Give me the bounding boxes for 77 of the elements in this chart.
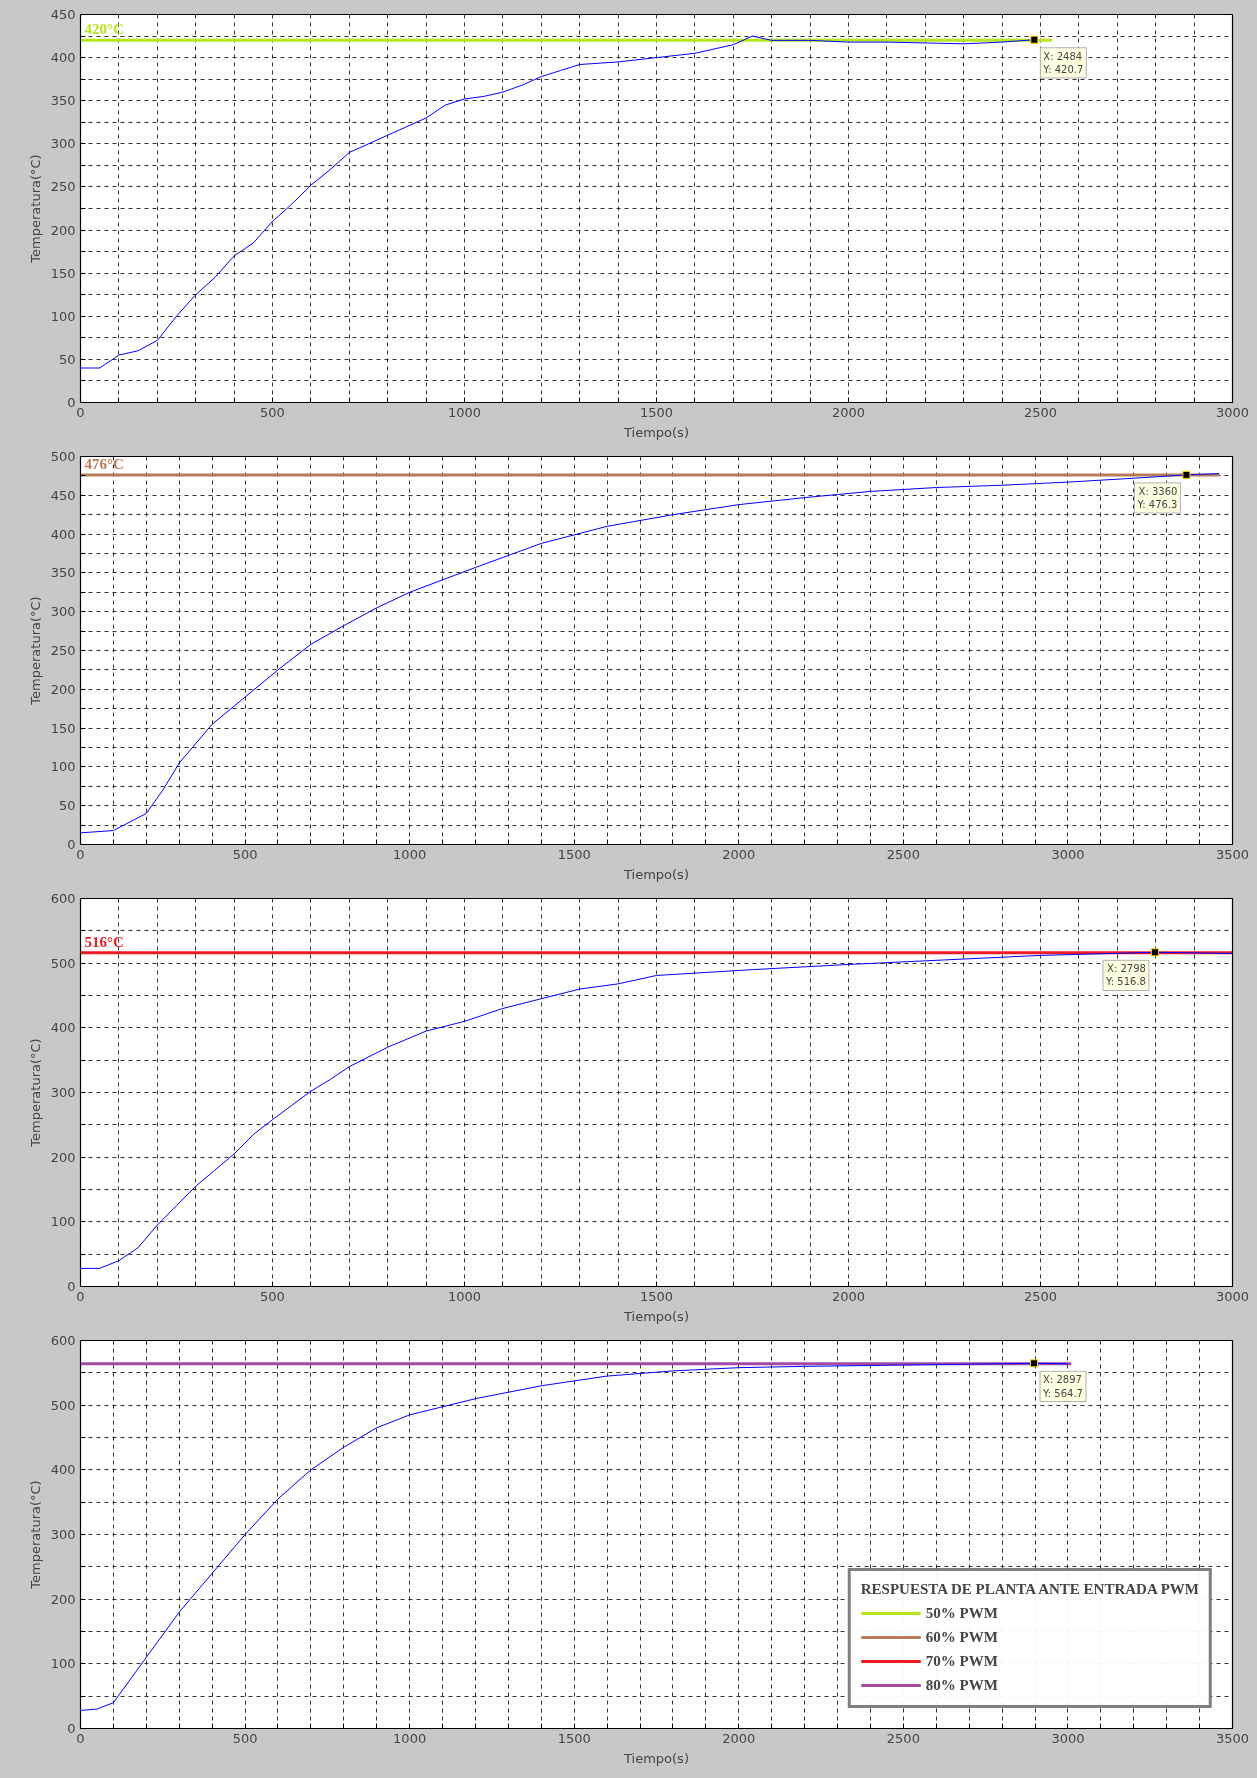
y-tick-label: 300 xyxy=(50,604,76,620)
y-tick-label: 500 xyxy=(50,449,76,464)
series-label: 420°C xyxy=(84,21,124,38)
y-axis-title: Temperatura(°C) xyxy=(27,596,43,706)
y-tick-label: 400 xyxy=(50,50,76,66)
y-tick-label: 400 xyxy=(50,1020,76,1036)
y-tick-label: 100 xyxy=(50,1214,76,1230)
y-tick-label: 600 xyxy=(50,891,76,906)
y-tick-label: 400 xyxy=(50,526,76,542)
x-tick-label: 1000 xyxy=(393,846,427,862)
legend-label: 50% PWM xyxy=(925,1604,998,1622)
y-tick-label: 250 xyxy=(50,643,76,658)
x-tick-label: 2000 xyxy=(831,404,866,420)
y-tick-label: 150 xyxy=(50,265,76,281)
x-tick-label: 3000 xyxy=(1215,1288,1250,1304)
x-axis-title: Tiempo(s) xyxy=(623,1750,689,1766)
y-tick-label: 600 xyxy=(50,1333,76,1348)
y-tick-label: 200 xyxy=(50,1591,76,1607)
x-tick-label: 2500 xyxy=(1023,404,1058,420)
y-tick-label: 200 xyxy=(50,681,76,697)
y-tick-label: 100 xyxy=(50,1656,76,1672)
legend-title: RESPUESTA DE PLANTA ANTE ENTRADA PWM xyxy=(860,1581,1199,1598)
y-tick-label: 200 xyxy=(50,222,76,238)
x-tick-label: 2500 xyxy=(886,1730,920,1746)
annotation: X: 2798 Y: 516.8 xyxy=(1104,963,1146,988)
x-tick-label: 1500 xyxy=(557,846,591,862)
x-tick-label: 2000 xyxy=(722,846,756,862)
x-tick-label: 2500 xyxy=(886,846,920,862)
x-axis-title: Tiempo(s) xyxy=(623,866,689,882)
x-axis-title: Tiempo(s) xyxy=(623,424,689,440)
x-tick-label: 500 xyxy=(260,1288,285,1304)
x-tick-label: 3000 xyxy=(1051,846,1085,862)
x-tick-label: 3000 xyxy=(1051,1730,1085,1746)
y-tick-label: 100 xyxy=(50,308,76,324)
x-tick-label: 1500 xyxy=(639,404,674,420)
x-tick-label: 3000 xyxy=(1215,404,1250,420)
legend-label: 60% PWM xyxy=(925,1628,998,1646)
x-tick-label: 3500 xyxy=(1215,1730,1250,1746)
y-tick-label: 300 xyxy=(50,136,76,152)
x-tick-label: 1000 xyxy=(447,404,482,420)
y-tick-label: 50 xyxy=(58,798,76,814)
y-tick-label: 500 xyxy=(50,1397,76,1413)
x-tick-label: 2000 xyxy=(722,1730,756,1746)
annotation: X: 2897 Y: 564.7 xyxy=(1042,1374,1083,1399)
y-axis-title: Temperatura(°C) xyxy=(27,1038,43,1148)
y-tick-label: 150 xyxy=(50,720,76,736)
y-axis-title: Temperatura(°C) xyxy=(27,154,43,264)
x-axis-title: Tiempo(s) xyxy=(623,1308,689,1324)
y-tick-label: 300 xyxy=(50,1527,76,1542)
x-tick-label: 1000 xyxy=(393,1730,427,1746)
y-tick-label: 450 xyxy=(50,487,76,503)
legend-label: 80% PWM xyxy=(925,1676,998,1694)
y-tick-label: 500 xyxy=(50,955,76,971)
y-tick-label: 350 xyxy=(50,93,76,109)
series-label: 476°C xyxy=(84,456,124,473)
y-tick-label: 250 xyxy=(50,179,76,195)
y-tick-label: 400 xyxy=(50,1462,76,1478)
y-tick-label: 300 xyxy=(50,1085,76,1100)
y-tick-label: 200 xyxy=(50,1149,76,1165)
x-tick-label: 2500 xyxy=(1023,1288,1058,1304)
x-tick-label: 1000 xyxy=(447,1288,482,1304)
x-tick-label: 500 xyxy=(232,1730,258,1746)
x-tick-label: 3500 xyxy=(1215,846,1250,862)
x-tick-label: 1500 xyxy=(639,1288,674,1304)
annotation: X: 3360 Y: 476.3 xyxy=(1136,485,1178,511)
x-tick-label: 500 xyxy=(232,846,258,862)
y-tick-label: 100 xyxy=(50,759,76,775)
annotation: X: 2484 Y: 420.7 xyxy=(1042,50,1084,75)
y-tick-label: 350 xyxy=(50,565,76,581)
y-tick-label: 50 xyxy=(58,351,76,367)
x-tick-label: 1500 xyxy=(557,1730,591,1746)
legend-label: 70% PWM xyxy=(925,1652,998,1670)
series-label: 516°C xyxy=(84,933,124,950)
y-tick-label: 450 xyxy=(50,7,76,22)
x-tick-label: 2000 xyxy=(831,1288,866,1304)
x-tick-label: 500 xyxy=(260,404,285,420)
y-axis-title: Temperatura(°C) xyxy=(27,1480,43,1590)
